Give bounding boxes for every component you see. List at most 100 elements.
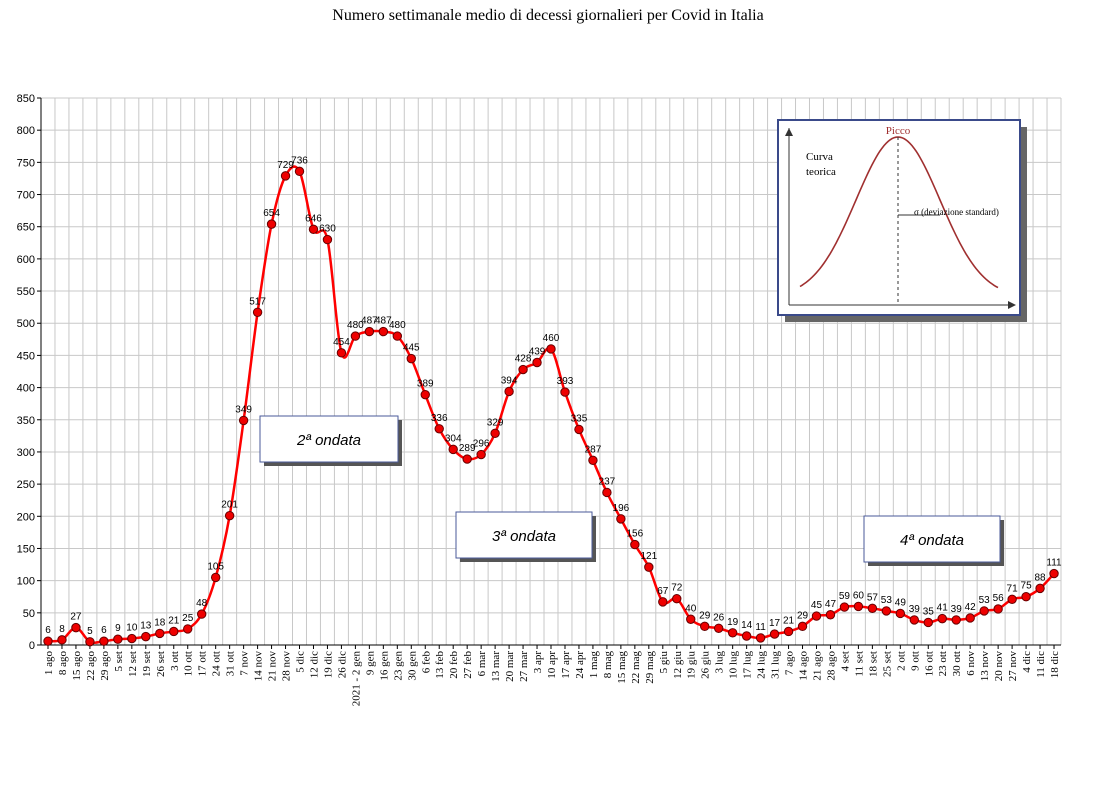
data-label: 646	[305, 213, 322, 224]
data-label: 237	[599, 476, 616, 487]
x-tick-label: 26 dic	[336, 651, 348, 678]
data-label: 42	[965, 602, 977, 613]
x-tick-label: 9 gen	[364, 651, 376, 676]
x-tick-label: 23 gen	[392, 651, 404, 681]
x-tick-label: 28 nov	[281, 651, 293, 682]
x-tick-label: 22 ago	[85, 651, 97, 681]
x-tick-label: 8 ago	[57, 651, 69, 676]
x-tick-label: 17 apr	[560, 651, 572, 679]
x-tick-label: 12 set	[127, 651, 139, 677]
data-label: 6	[101, 625, 107, 636]
data-point	[951, 615, 961, 625]
data-point	[169, 626, 179, 637]
plot-area: 0 50 100 150 200 250 300 350 400 450 500 550 600 650 7…	[17, 93, 1062, 706]
x-tick-label: 24 lug	[756, 651, 768, 679]
x-tick-label: 15 mag	[616, 651, 628, 684]
x-tick-label: 17 lug	[742, 651, 754, 679]
data-point	[280, 171, 291, 181]
y-tick-label: 550	[17, 286, 35, 298]
data-label: 445	[403, 343, 420, 354]
data-point	[57, 635, 67, 645]
x-tick-label: 30 gen	[406, 651, 418, 681]
data-point	[238, 415, 249, 426]
x-tick-label: 5 giu	[658, 651, 670, 674]
data-label: 201	[221, 500, 238, 511]
data-label: 57	[867, 592, 879, 603]
data-label: 56	[993, 593, 1005, 604]
data-point	[1035, 583, 1045, 594]
inset-curve-label: teorica	[806, 166, 836, 178]
data-label: 9	[115, 623, 121, 634]
data-label: 19	[727, 617, 739, 628]
x-tick-label: 3 ott	[169, 651, 181, 671]
data-point	[224, 510, 235, 521]
data-label: 428	[515, 354, 532, 365]
data-label: 45	[811, 600, 823, 611]
data-label: 40	[685, 603, 697, 614]
data-point	[392, 331, 403, 341]
data-point	[420, 389, 430, 400]
data-point	[1007, 594, 1017, 605]
x-tick-label: 10 apr	[546, 651, 558, 679]
data-label: 336	[431, 413, 448, 424]
x-tick-label: 27 feb	[462, 651, 474, 679]
x-tick-label: 18 dic	[1049, 651, 1061, 678]
data-point	[99, 636, 109, 646]
data-label: 105	[207, 561, 224, 572]
data-point	[853, 601, 864, 612]
data-point	[113, 634, 123, 644]
y-tick-label: 650	[17, 222, 35, 234]
y-tick-label: 750	[17, 157, 35, 169]
data-label: 26	[713, 612, 725, 623]
data-label: 335	[571, 413, 588, 424]
data-label: 8	[59, 624, 65, 635]
x-tick-label: 5 dic	[295, 651, 307, 673]
x-tick-label: 18 set	[867, 651, 879, 677]
y-tick-label: 600	[17, 254, 35, 266]
x-tick-label: 28 ago	[825, 651, 837, 681]
data-point	[672, 593, 682, 604]
data-label: 47	[825, 599, 837, 610]
data-label: 517	[249, 296, 266, 307]
data-point	[923, 617, 933, 628]
x-tick-label: 20 mar	[504, 651, 516, 682]
data-label: 349	[235, 404, 252, 415]
data-point	[755, 633, 766, 643]
data-point	[825, 610, 836, 620]
data-point	[546, 344, 556, 354]
data-point	[727, 628, 738, 638]
x-tick-label: 24 ott	[211, 651, 223, 676]
data-label: 53	[979, 595, 991, 606]
data-point	[686, 614, 696, 624]
data-label: 454	[333, 337, 350, 348]
data-point	[965, 613, 975, 623]
data-point	[979, 606, 989, 616]
data-label: 25	[182, 613, 194, 624]
x-tick-label: 21 nov	[267, 651, 279, 682]
data-label: 53	[881, 595, 893, 606]
data-point	[476, 449, 486, 460]
x-tick-label: 5 set	[113, 651, 125, 671]
data-label: 67	[657, 586, 669, 597]
data-label: 41	[937, 603, 949, 614]
x-tick-label: 6 feb	[420, 651, 432, 674]
x-tick-label: 4 set	[839, 651, 851, 671]
annotation-label: 3ª ondata	[492, 528, 556, 545]
data-point	[895, 608, 906, 619]
y-tick-label: 0	[29, 640, 35, 652]
data-label: 72	[671, 583, 683, 594]
y-tick-label: 100	[17, 576, 35, 588]
data-point	[616, 514, 626, 524]
x-tick-label: 17 ott	[197, 651, 209, 676]
data-label: 156	[627, 529, 644, 540]
x-tick-label: 13 nov	[979, 651, 991, 682]
annotation-box	[455, 511, 593, 559]
data-label: 196	[613, 503, 630, 514]
data-point	[560, 387, 570, 397]
inset-peak-label: Picco	[886, 125, 911, 137]
x-tick-label: 1 ago	[43, 651, 55, 676]
data-point	[839, 602, 850, 612]
data-label: 6	[45, 625, 51, 636]
y-tick-label: 300	[17, 447, 35, 459]
data-label: 460	[543, 333, 560, 344]
